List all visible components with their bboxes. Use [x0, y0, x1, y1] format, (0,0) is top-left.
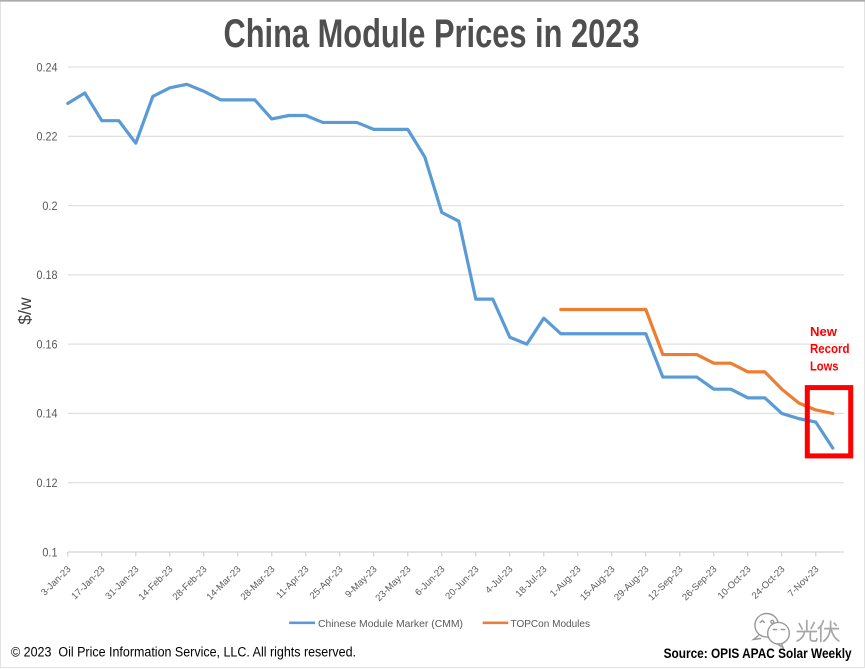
svg-text:New: New	[810, 324, 838, 339]
svg-text:0.14: 0.14	[37, 407, 58, 421]
svg-text:0.12: 0.12	[37, 476, 58, 490]
svg-text:$/w: $/w	[15, 297, 35, 325]
svg-text:TOPCon Modules: TOPCon Modules	[511, 618, 591, 630]
svg-text:© 2023 Oil Price Information: © 2023 Oil Price Information Service, LL…	[11, 645, 356, 660]
svg-text:Record: Record	[810, 341, 850, 356]
svg-text:0.22: 0.22	[37, 130, 58, 144]
svg-text:0.1: 0.1	[42, 545, 57, 559]
svg-text:0.16: 0.16	[37, 337, 58, 351]
svg-text:China Module Prices in 2023: China Module Prices in 2023	[224, 12, 640, 56]
svg-text:0.2: 0.2	[42, 199, 57, 213]
svg-text:Source: OPIS APAC Solar Weekly: Source: OPIS APAC Solar Weekly	[664, 645, 852, 661]
svg-text:0.24: 0.24	[37, 60, 58, 74]
svg-text:Chinese Module Marker (CMM): Chinese Module Marker (CMM)	[318, 618, 463, 630]
svg-text:0.18: 0.18	[37, 268, 58, 282]
svg-text:Lows: Lows	[810, 358, 839, 373]
